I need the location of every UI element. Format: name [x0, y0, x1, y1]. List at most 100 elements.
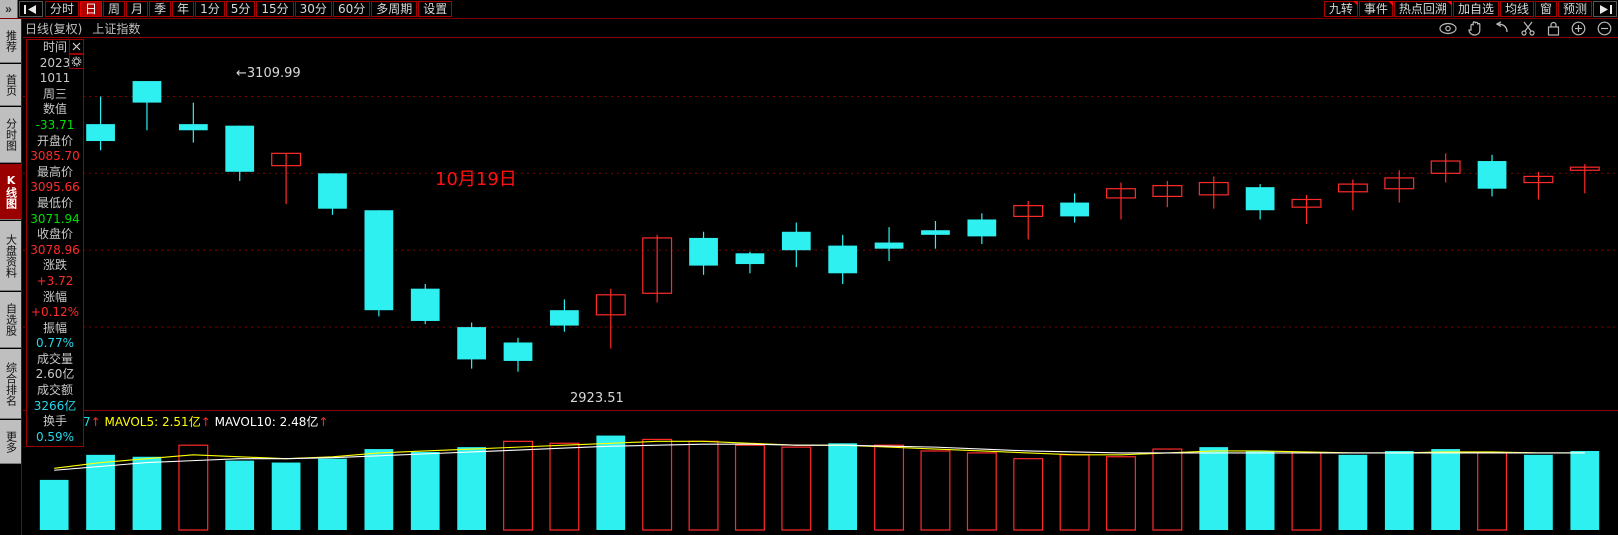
- sidebar-item-0[interactable]: 推荐: [0, 19, 21, 63]
- chart-tool-icons: [1439, 19, 1612, 37]
- quote-label-4: 开盘价: [36, 133, 73, 148]
- quote-value-2: 周三: [42, 86, 67, 101]
- quote-value-1: 1011: [39, 71, 71, 86]
- toolbar-left-group: » 分时日周月季年 1分 5分 15分 30分 60分 多周期 设置: [0, 0, 453, 18]
- gear-glyph: [71, 56, 82, 67]
- arrow-left-icon[interactable]: [19, 1, 43, 17]
- tool-button-3[interactable]: 加自选: [1452, 1, 1499, 17]
- low-price-annotation: 2923.51: [570, 391, 624, 406]
- period-button-6[interactable]: 1分: [195, 1, 225, 17]
- top-toolbar: » 分时日周月季年 1分 5分 15分 30分 60分 多周期 设置 九转 事件 热点回溯 加自选均…: [0, 0, 1618, 19]
- tool-button-5[interactable]: 窗: [1534, 1, 1557, 17]
- toolbar-expand-chevron[interactable]: »: [0, 0, 18, 18]
- quote-value-5: 3095.66: [30, 180, 80, 195]
- left-sidebar: 推荐 首页 分时图 K线图 大盘资料 自选股 综合排名 更多: [0, 19, 22, 535]
- arrow-right-glyph: [1600, 4, 1612, 14]
- quote-value-7: 3078.96: [30, 242, 80, 257]
- quote-label-3: 数值: [42, 102, 67, 117]
- quote-rows: 时间 2023 1011 周三 数值 -33.71 开盘价 3085.70 最高价 3095.66…: [27, 40, 83, 445]
- quote-label-8: 涨跌: [42, 258, 67, 273]
- quote-value-4: 3085.70: [30, 149, 80, 164]
- chart-container: 日线(复权) 上证指数: [23, 19, 1618, 535]
- quote-value-13: 0.59%: [35, 429, 75, 444]
- period-button-3[interactable]: 月: [126, 1, 149, 17]
- quote-label-5: 最高价: [36, 164, 73, 179]
- quote-label-7: 收盘价: [36, 227, 73, 242]
- chart-header: 日线(复权) 上证指数: [23, 19, 1618, 37]
- sidebar-item-2[interactable]: 分时图: [0, 107, 21, 163]
- undo-icon[interactable]: [1494, 21, 1510, 35]
- period-button-1[interactable]: 日: [80, 1, 103, 17]
- high-price-annotation: ←3109.99: [236, 66, 301, 81]
- quote-value-10: 0.77%: [35, 336, 75, 351]
- toolbar-right-group: 九转 事件 热点回溯 加自选 均线窗预测: [1323, 0, 1618, 18]
- tool-button-6[interactable]: 预测: [1557, 1, 1592, 17]
- date-marker-annotation: 10月19日: [435, 169, 517, 190]
- mavol5-label: MAVOL5:: [104, 415, 159, 429]
- period-button-8[interactable]: 15分: [256, 1, 294, 17]
- quote-value-0: 2023: [39, 55, 71, 70]
- quote-value-9: +0.12%: [30, 305, 80, 320]
- price-chart-pane[interactable]: [23, 37, 1618, 411]
- volume-current-arrow-icon: ↑: [90, 415, 101, 429]
- sidebar-item-6[interactable]: 综合排名: [0, 349, 21, 419]
- quote-label-11: 成交量: [36, 351, 73, 366]
- period-button-11[interactable]: 多周期: [371, 1, 418, 17]
- quote-value-11: 2.60亿: [35, 367, 75, 382]
- chart-symbol-label: 上证指数: [92, 21, 141, 36]
- zoom-out-icon[interactable]: [1597, 21, 1612, 36]
- volume-chart-pane[interactable]: [23, 412, 1618, 534]
- chart-period-label: 日线(复权): [25, 21, 83, 36]
- arrow-right-icon[interactable]: [1593, 1, 1617, 17]
- tool-button-4[interactable]: 均线: [1499, 1, 1534, 17]
- arrow-left-glyph: [24, 4, 36, 14]
- quote-value-6: 3071.94: [30, 211, 80, 226]
- sidebar-item-4[interactable]: 大盘资料: [0, 221, 21, 291]
- period-button-12[interactable]: 设置: [418, 1, 453, 17]
- quote-value-3: -33.71: [35, 117, 75, 132]
- volume-layer: [39, 435, 1600, 531]
- close-icon[interactable]: [69, 39, 84, 54]
- mavol5-arrow-icon: ↑: [200, 415, 211, 429]
- zoom-in-icon[interactable]: [1571, 21, 1586, 36]
- tool-button-2[interactable]: 热点回溯: [1393, 1, 1452, 17]
- low-price-label: 2923.51: [570, 391, 624, 406]
- mavol10-arrow-icon: ↑: [318, 415, 329, 429]
- quote-value-12: 3266亿: [33, 398, 77, 413]
- lock-icon[interactable]: [1547, 21, 1560, 36]
- sidebar-item-1[interactable]: 首页: [0, 64, 21, 106]
- tools-button-group: 九转 事件 热点回溯 加自选 均线窗预测: [1323, 0, 1592, 18]
- quote-value-8: +3.72: [36, 273, 74, 288]
- quote-label-0: 时间: [42, 40, 67, 54]
- sidebar-item-3[interactable]: K线图: [0, 164, 21, 220]
- scissors-icon[interactable]: [1521, 21, 1536, 36]
- period-button-5[interactable]: 年: [172, 1, 195, 17]
- volume-legend: 7↑ MAVOL5: 2.51亿↑ MAVOL10: 2.48亿↑: [83, 413, 328, 430]
- period-button-10[interactable]: 60分: [332, 1, 371, 17]
- quote-label-12: 成交额: [36, 383, 73, 398]
- quote-detail-panel: 时间 2023 1011 周三 数值 -33.71 开盘价 3085.70 最高价 3095.66…: [26, 39, 84, 448]
- high-price-label: 3109.99: [246, 66, 301, 81]
- period-button-0[interactable]: 分时: [45, 1, 80, 17]
- period-button-9[interactable]: 30分: [294, 1, 332, 17]
- candlestick-layer: [23, 77, 1618, 372]
- period-button-7[interactable]: 5分: [225, 1, 256, 17]
- volume-current-value: 7: [83, 415, 91, 429]
- period-button-2[interactable]: 周: [103, 1, 126, 17]
- period-button-4[interactable]: 季: [149, 1, 172, 17]
- tool-button-0[interactable]: 九转: [1323, 1, 1358, 17]
- period-button-group: 分时日周月季年 1分 5分 15分 30分 60分 多周期 设置: [44, 0, 453, 18]
- quote-panel-buttons: [69, 39, 84, 69]
- gear-icon[interactable]: [69, 54, 84, 69]
- mavol10-label: MAVOL10:: [214, 415, 276, 429]
- sidebar-item-5[interactable]: 自选股: [0, 292, 21, 348]
- quote-label-10: 振幅: [42, 320, 67, 335]
- quote-label-6: 最低价: [36, 195, 73, 210]
- mavol10-value: 2.48亿: [279, 415, 319, 429]
- close-glyph: [72, 42, 81, 51]
- tool-button-1[interactable]: 事件: [1358, 1, 1393, 17]
- eye-icon[interactable]: [1439, 22, 1457, 35]
- hand-icon[interactable]: [1468, 20, 1483, 36]
- mavol5-value: 2.51亿: [161, 415, 201, 429]
- sidebar-item-7[interactable]: 更多: [0, 420, 21, 464]
